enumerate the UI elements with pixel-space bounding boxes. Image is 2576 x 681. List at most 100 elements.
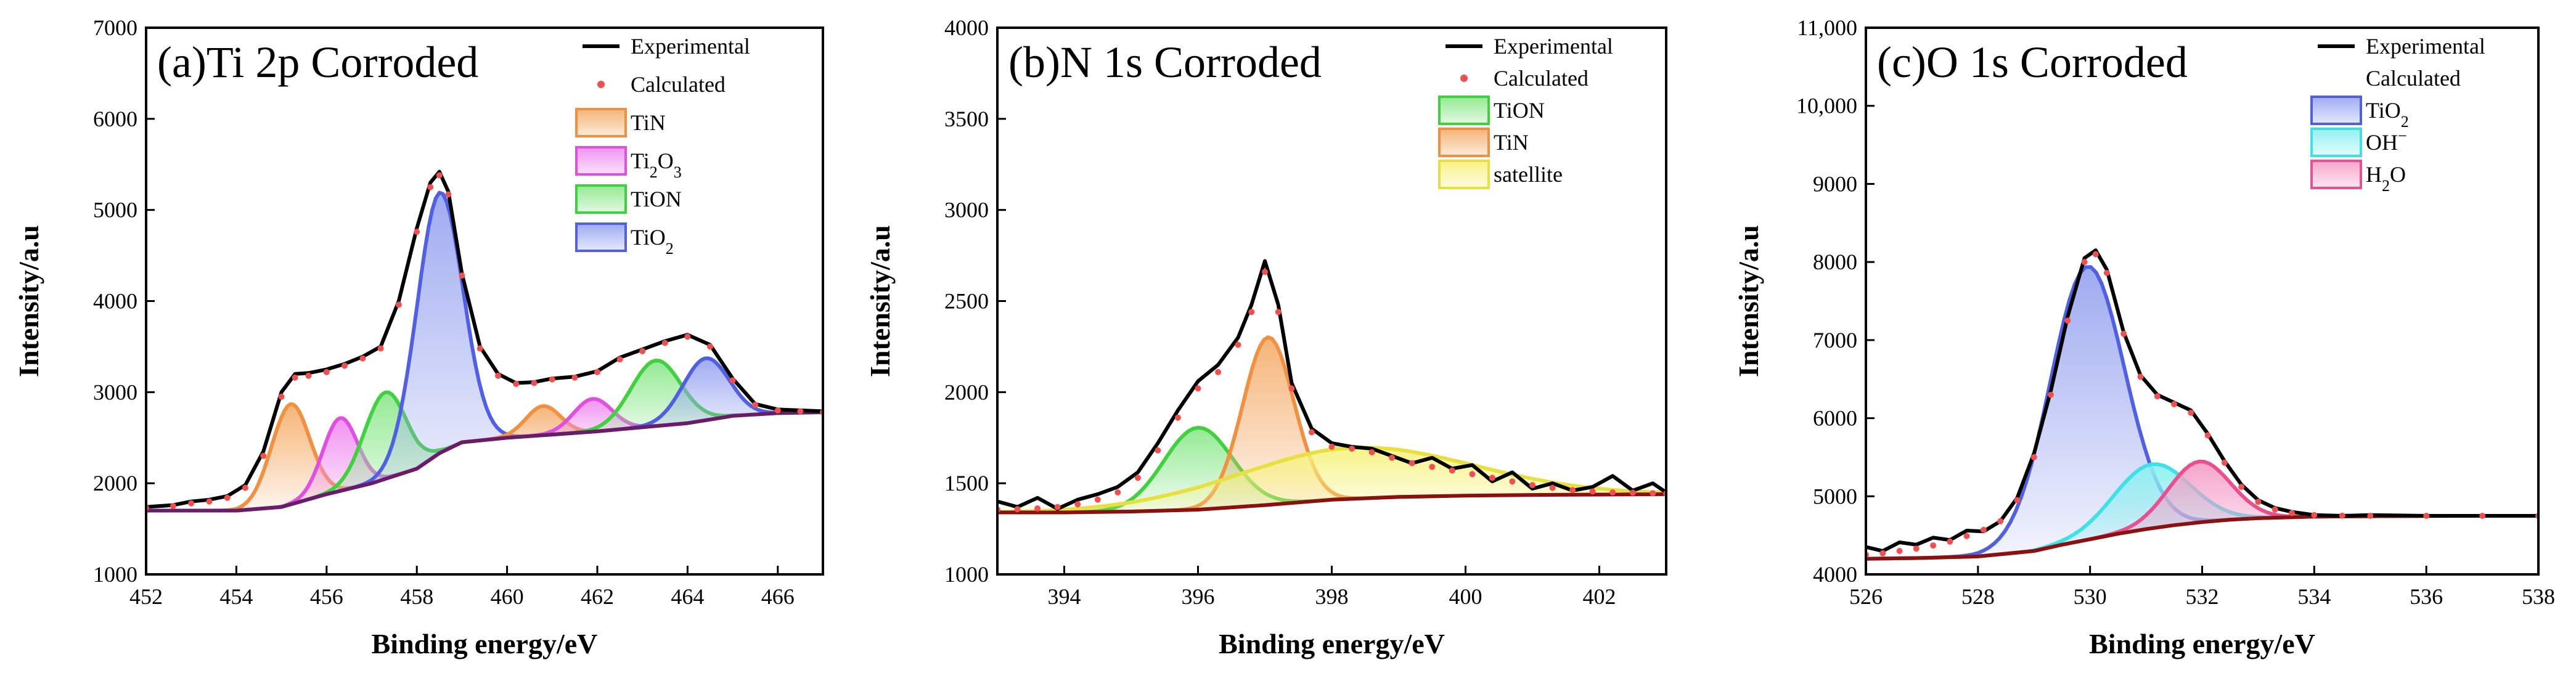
y-tick-label: 5000 bbox=[1813, 484, 1857, 508]
legend-label: TiO2 bbox=[2366, 98, 2409, 131]
legend-label: satellite bbox=[1494, 162, 1563, 187]
y-tick-label: 1500 bbox=[944, 471, 989, 495]
peak-fill-tion bbox=[480, 361, 823, 441]
x-tick-label: 454 bbox=[219, 584, 253, 609]
calculated-point bbox=[2339, 512, 2345, 519]
calculated-point bbox=[1650, 490, 1656, 497]
y-tick-label: 3500 bbox=[944, 107, 989, 131]
calculated-point bbox=[1248, 309, 1255, 316]
x-tick-label: 536 bbox=[2410, 584, 2443, 609]
legend-entry: Ti2O3 bbox=[575, 146, 682, 181]
peak-fill-tion bbox=[236, 392, 534, 511]
calculated-point bbox=[170, 503, 176, 510]
experimental-line bbox=[146, 169, 823, 509]
calculated-point bbox=[639, 348, 646, 354]
y-tick-label: 1000 bbox=[944, 562, 989, 587]
calculated-point bbox=[260, 452, 267, 459]
calculated-point bbox=[1469, 471, 1476, 478]
legend-entry: Experimental bbox=[2318, 34, 2485, 59]
y-tick-label: 3000 bbox=[93, 380, 137, 404]
calculated-point bbox=[2030, 454, 2037, 460]
calculated-point bbox=[1609, 489, 1616, 495]
calculated-point bbox=[752, 402, 759, 408]
legend-label-part: 2 bbox=[2382, 177, 2390, 195]
calculated-point bbox=[1449, 467, 1455, 474]
calculated-point bbox=[2289, 510, 2295, 516]
legend-label: Experimental bbox=[2366, 34, 2485, 59]
legend-label: TiO2 bbox=[631, 225, 674, 258]
legend-patch-swatch bbox=[2310, 160, 2362, 189]
calculated-point bbox=[1997, 518, 2004, 524]
legend-patch-swatch bbox=[1438, 160, 1490, 189]
y-tick-label: 11,000 bbox=[1797, 15, 1857, 40]
legend-entry: OH− bbox=[2310, 127, 2407, 157]
calculated-point bbox=[495, 372, 501, 379]
calculated-point bbox=[707, 343, 713, 350]
calculated-point bbox=[1155, 447, 1161, 454]
x-tick-label: 402 bbox=[1583, 584, 1616, 609]
calculated-point bbox=[2064, 317, 2071, 324]
legend-entry: Experimental bbox=[583, 34, 750, 59]
calculated-point bbox=[2103, 269, 2110, 276]
y-tick-label: 9000 bbox=[1813, 171, 1857, 196]
calculated-point bbox=[2120, 330, 2127, 337]
calculated-point bbox=[414, 229, 420, 235]
legend-label: Calculated bbox=[631, 72, 726, 97]
legend-label: Ti2O3 bbox=[631, 149, 682, 181]
calculated-point bbox=[206, 498, 213, 505]
calculated-point bbox=[1134, 475, 1141, 481]
y-tick-label: 5000 bbox=[93, 198, 137, 222]
calculated-point bbox=[2048, 391, 2054, 398]
calculated-point bbox=[571, 374, 578, 381]
calculated-point bbox=[2014, 497, 2021, 504]
peak-fill-ti2o3 bbox=[218, 418, 462, 511]
panel-title: (c)O 1s Corroded bbox=[1877, 38, 2188, 87]
x-tick-label: 466 bbox=[761, 584, 795, 609]
x-axis-title: Binding energy/eV bbox=[2089, 628, 2315, 659]
calculated-point bbox=[2137, 373, 2144, 380]
legend-entry: TiN bbox=[575, 108, 666, 137]
y-tick-label: 2500 bbox=[944, 289, 989, 314]
calculated-point bbox=[1074, 501, 1081, 508]
calculated-point bbox=[2188, 409, 2194, 416]
calculated-point bbox=[1308, 429, 1315, 436]
calculated-point bbox=[1980, 526, 1987, 533]
calculated-point bbox=[1409, 460, 1415, 467]
legend-label: TiN bbox=[631, 110, 666, 135]
y-tick-label: 1000 bbox=[93, 562, 137, 587]
legend-label: Experimental bbox=[631, 34, 750, 59]
y-tick-label: 10,000 bbox=[1796, 94, 1857, 118]
panel-o1s: 526 528 530 532 534 536 538 4000 5000 6000 7000 800… bbox=[1733, 15, 2555, 659]
calculated-point bbox=[1014, 506, 1021, 513]
calculated-point bbox=[224, 494, 231, 501]
legend-entry: TiO2 bbox=[575, 222, 674, 258]
calculated-point bbox=[1195, 385, 1201, 392]
calculated-point bbox=[1429, 463, 1436, 470]
y-tick-label: 4000 bbox=[93, 289, 137, 314]
legend-patch-swatch bbox=[2310, 96, 2362, 125]
calculated-point bbox=[278, 393, 285, 400]
calculated-point bbox=[1896, 548, 1903, 554]
calculated-series bbox=[1866, 251, 2538, 558]
plot-area bbox=[146, 169, 823, 513]
calculated-point bbox=[1262, 269, 1268, 275]
background-line bbox=[997, 492, 1666, 515]
calculated-point bbox=[1368, 449, 1375, 455]
x-tick-label: 456 bbox=[310, 584, 343, 609]
calculated-point bbox=[445, 191, 452, 198]
calculated-point bbox=[616, 356, 623, 363]
calculated-point bbox=[341, 362, 348, 369]
calculated-point bbox=[1489, 475, 1495, 481]
calculated-point bbox=[1034, 505, 1041, 512]
x-tick-label: 534 bbox=[2297, 584, 2331, 609]
legend-label-part: 2 bbox=[2401, 113, 2409, 131]
legend-entry: TiO2 bbox=[2310, 96, 2409, 131]
calculated-point bbox=[188, 500, 195, 507]
calculated-point bbox=[2271, 506, 2278, 513]
calculated-point bbox=[1509, 478, 1516, 485]
plot-area bbox=[997, 259, 1666, 515]
calculated-point bbox=[1529, 482, 1535, 489]
peak-fill-tio2 bbox=[543, 358, 823, 436]
